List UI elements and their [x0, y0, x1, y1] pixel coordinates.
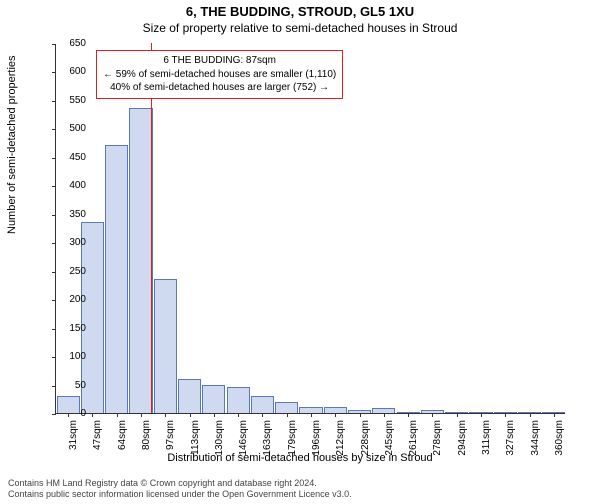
attribution-text: Contains HM Land Registry data © Crown c… — [8, 478, 352, 501]
y-tick-label: 150 — [56, 324, 86, 334]
annotation-line: ← 59% of semi-detached houses are smalle… — [103, 68, 336, 82]
chart-title-sub: Size of property relative to semi-detach… — [0, 21, 600, 35]
y-tick-label: 200 — [56, 295, 86, 305]
y-tick-label: 600 — [56, 67, 86, 77]
y-tick-label: 450 — [56, 153, 86, 163]
plot-area: 31sqm47sqm64sqm80sqm97sqm113sqm130sqm146… — [55, 44, 565, 414]
histogram-bar — [129, 108, 152, 413]
attribution-line: Contains HM Land Registry data © Crown c… — [8, 478, 352, 489]
y-tick-label: 50 — [56, 381, 86, 391]
annotation-box: 6 THE BUDDING: 87sqm← 59% of semi-detach… — [96, 50, 343, 99]
y-tick-label: 250 — [56, 267, 86, 277]
annotation-line: 40% of semi-detached houses are larger (… — [103, 81, 336, 95]
histogram-bar — [227, 387, 250, 413]
property-marker-line — [151, 43, 152, 413]
y-tick-label: 300 — [56, 238, 86, 248]
annotation-line: 6 THE BUDDING: 87sqm — [103, 54, 336, 68]
y-tick-label: 650 — [56, 39, 86, 49]
y-axis-label: Number of semi-detached properties — [6, 55, 18, 234]
chart-area: 31sqm47sqm64sqm80sqm97sqm113sqm130sqm146… — [55, 44, 565, 414]
histogram-bar — [275, 402, 298, 413]
y-tick-label: 100 — [56, 352, 86, 362]
histogram-bar — [178, 379, 201, 413]
y-tick-label: 500 — [56, 124, 86, 134]
attribution-line: Contains public sector information licen… — [8, 489, 352, 500]
y-tick-label: 400 — [56, 181, 86, 191]
y-tick-label: 550 — [56, 96, 86, 106]
histogram-bar — [154, 279, 177, 413]
chart-title-main: 6, THE BUDDING, STROUD, GL5 1XU — [0, 4, 600, 19]
x-axis-label: Distribution of semi-detached houses by … — [0, 452, 600, 464]
histogram-bar — [105, 145, 128, 413]
histogram-bar — [202, 385, 225, 413]
y-tick-label: 350 — [56, 210, 86, 220]
y-tick-label: 0 — [56, 409, 86, 419]
histogram-bar — [251, 396, 274, 413]
